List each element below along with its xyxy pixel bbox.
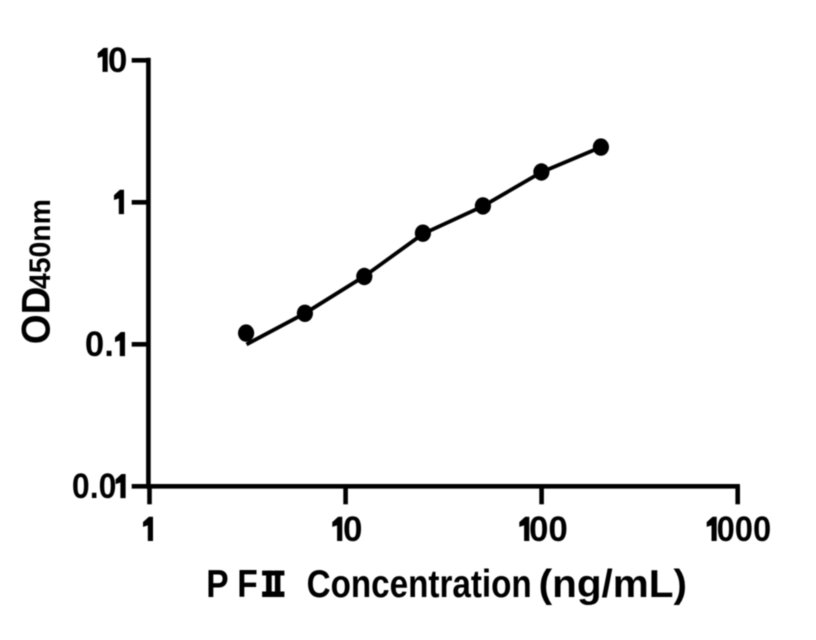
svg-text:450nm: 450nm (24, 199, 57, 289)
svg-text:0.: 0. (85, 325, 114, 364)
svg-text:00: 00 (529, 510, 568, 549)
svg-text:OD: OD (15, 287, 59, 345)
svg-text:0: 0 (108, 41, 128, 80)
svg-text:0: 0 (343, 510, 362, 549)
svg-text:P F: P F (206, 562, 258, 606)
svg-text:000: 000 (717, 510, 772, 549)
svg-text:(ng/mL): (ng/mL) (539, 563, 687, 606)
svg-text:0.0: 0.0 (72, 468, 116, 507)
svg-text:Concentration: Concentration (307, 562, 532, 606)
